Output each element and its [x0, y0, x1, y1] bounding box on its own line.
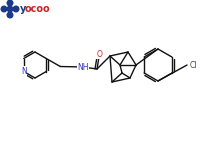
- Text: y: y: [20, 4, 26, 14]
- Text: Cl: Cl: [189, 60, 197, 69]
- Circle shape: [7, 12, 13, 18]
- Text: ocoo: ocoo: [25, 4, 51, 14]
- Circle shape: [13, 6, 19, 12]
- Circle shape: [1, 6, 7, 12]
- Text: N: N: [21, 67, 27, 76]
- Text: O: O: [97, 49, 103, 59]
- Circle shape: [7, 0, 13, 6]
- Text: NH: NH: [77, 63, 89, 72]
- Circle shape: [7, 6, 13, 12]
